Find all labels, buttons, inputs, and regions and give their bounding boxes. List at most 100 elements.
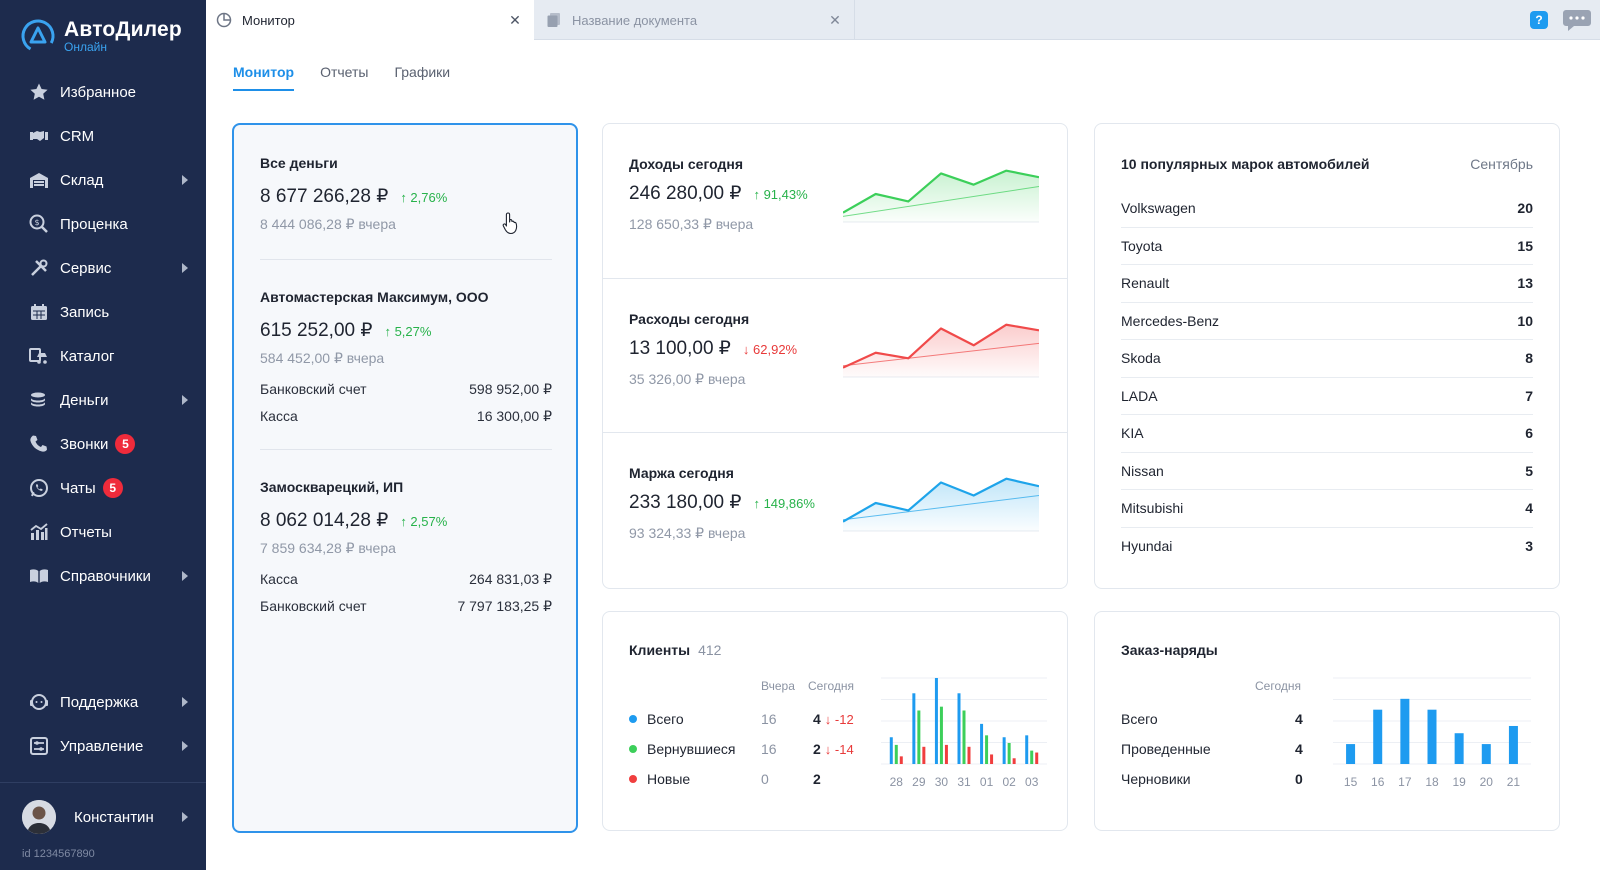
- account-row: Касса 16 300,00 ₽: [260, 408, 552, 425]
- car-catalog-icon: [28, 345, 50, 367]
- money-divider: [260, 259, 552, 260]
- metric-value: 246 280,00 ₽: [629, 183, 742, 204]
- clients-title-row: Клиенты 412: [629, 642, 721, 658]
- x-tick-label: 30: [935, 775, 949, 789]
- sidebar-item-pricing[interactable]: $ Проценка: [0, 202, 206, 246]
- metric-margin[interactable]: Маржа сегодня 233 180,00 ₽ ↑ 149,86% 93 …: [603, 432, 1067, 586]
- sidebar-item-warehouse[interactable]: Склад: [0, 158, 206, 202]
- brand-row: Renault 13: [1121, 265, 1533, 303]
- sidebar-item-label: Деньги: [60, 391, 109, 409]
- sparkline: [843, 323, 1039, 378]
- bar: [1012, 758, 1016, 764]
- account-value: 7 797 183,25 ₽: [457, 598, 552, 614]
- bar: [917, 710, 921, 764]
- sidebar-item-management[interactable]: Управление: [0, 724, 206, 768]
- clients-today-cell: 2 ↓ -14: [813, 741, 854, 757]
- sidebar-item-reports[interactable]: Отчеты: [0, 510, 206, 554]
- logo[interactable]: АвтоДилер Онлайн: [20, 18, 182, 54]
- document-tabbar: Монитор ✕ Название документа ✕: [206, 0, 1600, 40]
- reports-icon: [28, 521, 50, 543]
- chevron-right-icon: [182, 571, 188, 581]
- brand-name: Nissan: [1121, 462, 1164, 479]
- brand-count: 6: [1525, 425, 1533, 442]
- tab-document[interactable]: Название документа ✕: [536, 0, 855, 40]
- brand-row: Skoda 8: [1121, 340, 1533, 378]
- x-tick-label: 15: [1344, 775, 1358, 789]
- orders-title: Заказ-наряды: [1121, 642, 1218, 658]
- logo-icon: [21, 19, 55, 53]
- sidebar-item-favorites[interactable]: Избранное: [0, 70, 206, 114]
- logo-subtitle: Онлайн: [64, 40, 107, 54]
- x-tick-label: 18: [1425, 775, 1439, 789]
- close-icon[interactable]: ✕: [509, 12, 521, 28]
- company-prev: 584 452,00 ₽ вчера: [260, 350, 385, 366]
- sidebar-item-label: Избранное: [60, 83, 137, 101]
- money-total-prev: 8 444 086,28 ₽ вчера: [260, 216, 396, 232]
- brand-row: Mercedes-Benz 10: [1121, 303, 1533, 340]
- bar: [1427, 709, 1437, 764]
- sidebar-item-calls[interactable]: Звонки 5: [0, 422, 206, 466]
- chevron-right-icon: [182, 812, 188, 822]
- chevron-right-icon: [182, 263, 188, 273]
- orders-row-label: Проведенные: [1121, 741, 1211, 757]
- brand-name: Mitsubishi: [1121, 500, 1184, 517]
- brand-count: 5: [1525, 462, 1533, 479]
- metric-value: 13 100,00 ₽: [629, 338, 731, 359]
- sidebar-item-label: Запись: [60, 303, 110, 321]
- x-tick-label: 20: [1480, 775, 1494, 789]
- metric-prev: 93 324,33 ₽ вчера: [629, 525, 746, 541]
- sidebar-item-crm[interactable]: CRM: [0, 114, 206, 158]
- brand-name: KIA: [1121, 425, 1144, 442]
- orders-card: Заказ-наряды Сегодня Всего 4 Проведенные…: [1094, 611, 1560, 831]
- sidebar-item-support[interactable]: Поддержка: [0, 680, 206, 724]
- company-value: 8 062 014,28 ₽: [260, 510, 389, 531]
- brands-title: 10 популярных марок автомобилей: [1121, 156, 1370, 172]
- sidebar-item-references[interactable]: Справочники: [0, 554, 206, 598]
- whatsapp-icon: [28, 477, 50, 499]
- sidebar-item-money[interactable]: Деньги: [0, 378, 206, 422]
- tab-monitor[interactable]: Монитор ✕: [206, 0, 534, 40]
- x-tick-label: 19: [1452, 775, 1466, 789]
- subtab-monitor[interactable]: Монитор: [233, 64, 295, 91]
- bar: [1007, 742, 1011, 764]
- sparkline-trend: [843, 342, 1039, 367]
- orders-row-label: Всего: [1121, 711, 1158, 727]
- x-tick-label: 29: [912, 775, 926, 789]
- money-total-value-row: 8 677 266,28 ₽ ↑ 2,76%: [260, 185, 552, 208]
- brand-row: KIA 6: [1121, 415, 1533, 453]
- user-menu[interactable]: Константин: [22, 800, 206, 834]
- money-total: Все деньги 8 677 266,28 ₽ ↑ 2,76% 8 444 …: [260, 155, 552, 233]
- money-card[interactable]: Все деньги 8 677 266,28 ₽ ↑ 2,76% 8 444 …: [232, 123, 578, 833]
- brand-name: LADA: [1121, 387, 1158, 404]
- brand-name: Hyundai: [1121, 538, 1173, 555]
- clients-row-label: Вернувшиеся: [647, 741, 736, 757]
- bar: [1002, 737, 1006, 764]
- sparkline: [843, 169, 1039, 223]
- brand-count: 7: [1525, 387, 1533, 404]
- brands-period-select[interactable]: Сентябрь: [1470, 156, 1533, 172]
- metric-delta: ↑ 149,86%: [753, 496, 815, 511]
- close-icon[interactable]: ✕: [829, 12, 841, 28]
- orders-row: Всего: [1121, 711, 1158, 727]
- chat-bubble-icon[interactable]: [1562, 8, 1592, 32]
- bar: [1373, 709, 1383, 764]
- metric-delta: ↓ 62,92%: [742, 342, 798, 357]
- subtab-charts[interactable]: Графики: [394, 64, 451, 80]
- sidebar-item-chats[interactable]: Чаты 5: [0, 466, 206, 510]
- settings-icon: [28, 735, 50, 757]
- sidebar-item-service[interactable]: Сервис: [0, 246, 206, 290]
- subtab-reports[interactable]: Отчеты: [320, 64, 369, 80]
- metric-expenses[interactable]: Расходы сегодня 13 100,00 ₽ ↓ 62,92% 35 …: [603, 278, 1067, 432]
- metric-title: Маржа сегодня: [629, 465, 734, 481]
- account-label: Банковский счет: [260, 598, 367, 614]
- sidebar-item-booking[interactable]: Запись: [0, 290, 206, 334]
- help-icon[interactable]: ?: [1530, 11, 1548, 29]
- company-value-row: 8 062 014,28 ₽ ↑ 2,57%: [260, 509, 552, 532]
- clients-row-label: Всего: [647, 711, 684, 727]
- sidebar-item-catalog[interactable]: Каталог: [0, 334, 206, 378]
- money-divider: [260, 449, 552, 450]
- price-search-icon: $: [28, 213, 50, 235]
- metric-income[interactable]: Доходы сегодня 246 280,00 ₽ ↑ 91,43% 128…: [603, 124, 1067, 278]
- clients-today-cell: 2: [813, 771, 821, 787]
- orders-head-today: Сегодня: [1255, 679, 1301, 693]
